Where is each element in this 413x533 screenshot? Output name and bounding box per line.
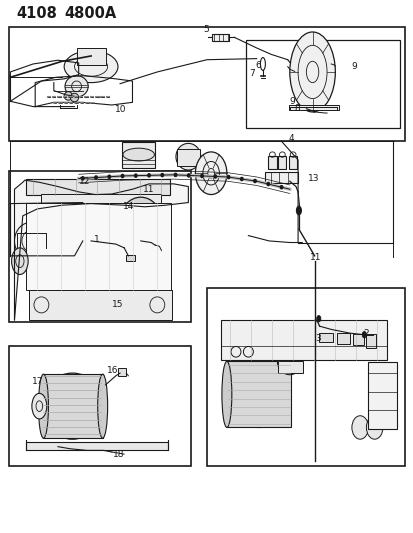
Bar [26,203,170,290]
Text: 6: 6 [255,61,261,69]
Bar [206,288,404,466]
Text: 16: 16 [107,366,118,375]
Bar [352,334,363,345]
Ellipse shape [277,348,301,375]
Text: 14: 14 [123,203,134,211]
Ellipse shape [176,143,200,170]
Circle shape [266,182,269,185]
Text: 10: 10 [115,105,126,114]
Bar [26,442,168,450]
Text: 9: 9 [289,97,295,106]
Circle shape [240,177,242,181]
Bar [41,194,161,203]
Circle shape [187,174,190,177]
Ellipse shape [366,416,382,439]
Text: 7: 7 [249,69,255,78]
Ellipse shape [221,361,231,427]
Bar [9,171,191,322]
Bar [337,333,349,344]
Polygon shape [14,180,188,320]
Text: 2: 2 [363,329,368,337]
Bar [26,179,169,195]
Ellipse shape [123,148,154,161]
Bar [288,105,338,110]
Ellipse shape [289,32,335,112]
Bar [159,247,168,253]
Text: 8: 8 [294,104,300,112]
Bar [365,334,375,348]
Ellipse shape [64,51,118,83]
Ellipse shape [64,92,72,100]
Ellipse shape [296,206,301,215]
Circle shape [253,180,256,183]
Circle shape [134,174,137,177]
Ellipse shape [361,332,366,338]
Ellipse shape [226,361,290,427]
Bar [117,368,126,376]
Circle shape [280,185,282,189]
Circle shape [227,175,229,179]
Text: 1: 1 [94,236,100,244]
Ellipse shape [32,393,47,419]
Ellipse shape [351,416,368,439]
Bar [368,362,396,429]
Bar [278,156,286,169]
Text: 4: 4 [288,134,294,142]
Ellipse shape [12,248,28,274]
Circle shape [147,174,150,177]
Text: 15: 15 [112,301,123,309]
Ellipse shape [195,152,226,195]
Ellipse shape [41,373,103,439]
Text: 3: 3 [315,334,320,343]
Text: 9: 9 [350,62,356,71]
Bar [122,142,155,168]
Bar [212,34,228,41]
Circle shape [108,175,110,179]
Bar [29,290,171,320]
Bar [318,333,332,342]
Circle shape [121,174,123,177]
Bar [76,48,105,65]
Text: 17: 17 [32,377,44,385]
Circle shape [200,174,203,177]
Text: 13: 13 [308,174,319,182]
Ellipse shape [121,197,160,240]
Bar [268,156,276,169]
Bar [226,361,290,427]
Ellipse shape [65,76,88,97]
Ellipse shape [316,316,320,322]
Bar [177,149,199,166]
Text: 11: 11 [309,253,320,262]
Text: 4800A: 4800A [64,6,116,21]
Ellipse shape [97,374,107,438]
Ellipse shape [38,374,48,438]
Text: 5: 5 [202,25,208,34]
Bar [221,320,386,360]
Text: 11: 11 [142,185,154,193]
Circle shape [161,173,163,176]
Circle shape [214,175,216,178]
Text: 18: 18 [112,450,124,458]
Bar [9,27,404,141]
Bar [43,374,102,438]
Bar [288,156,297,169]
Ellipse shape [14,222,47,260]
Text: 4108: 4108 [17,6,57,21]
Ellipse shape [70,93,78,102]
Circle shape [81,177,84,180]
Bar [126,255,134,261]
Bar [246,40,399,128]
Circle shape [95,176,97,179]
Bar [264,172,297,183]
Text: 12: 12 [78,177,90,185]
Circle shape [174,173,176,176]
Bar [278,361,302,373]
Bar [9,346,191,466]
